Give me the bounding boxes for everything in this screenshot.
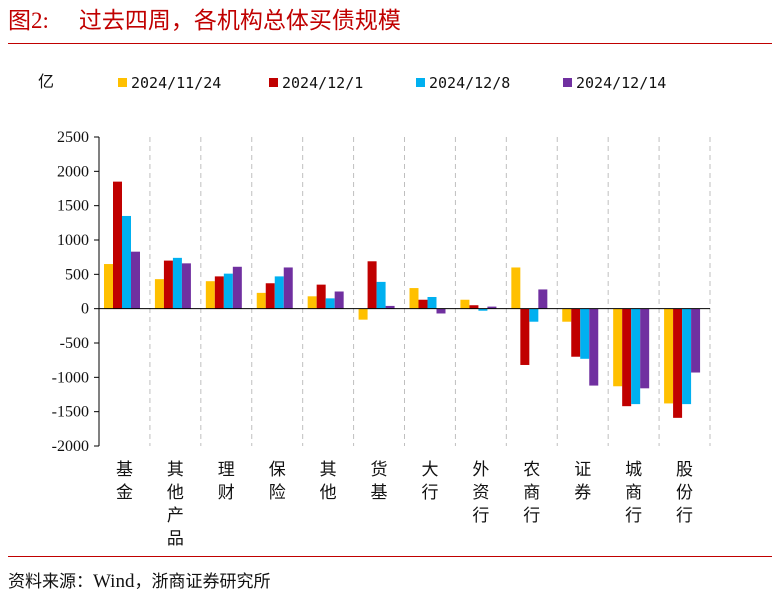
legend-label-2: 2024/12/8 bbox=[429, 74, 510, 92]
source-prefix: 资料来源： bbox=[8, 572, 93, 592]
bar-1-8 bbox=[520, 308, 530, 365]
bar-2-6 bbox=[427, 296, 437, 309]
bar-2-5 bbox=[376, 281, 386, 309]
bar-2-2 bbox=[223, 273, 233, 309]
chart-legend: 2024/11/24 2024/12/1 2024/12/8 2024/12/14 bbox=[118, 74, 666, 92]
x-category-label: 其他产品 bbox=[167, 460, 184, 549]
bar-3-10 bbox=[640, 308, 650, 389]
bar-3-6 bbox=[436, 308, 446, 314]
bar-0-5 bbox=[358, 308, 368, 320]
x-category-label: 外资行 bbox=[472, 460, 489, 526]
bar-3-2 bbox=[232, 266, 242, 309]
bar-series bbox=[99, 181, 710, 418]
bar-3-0 bbox=[131, 251, 140, 309]
source-divider bbox=[8, 556, 772, 557]
legend-swatch-2 bbox=[416, 78, 425, 87]
source-rest: ，浙商证券研究所 bbox=[134, 572, 271, 592]
bar-1-1 bbox=[163, 260, 173, 309]
x-category-label: 大行 bbox=[421, 460, 438, 503]
bar-1-3 bbox=[265, 283, 275, 309]
bar-2-0 bbox=[122, 215, 131, 309]
x-category-label: 其他 bbox=[320, 460, 337, 503]
bar-2-7 bbox=[478, 308, 488, 311]
y-tick-label: -1500 bbox=[52, 404, 89, 421]
y-tick-label: 0 bbox=[81, 301, 89, 318]
bar-2-4 bbox=[325, 298, 335, 309]
bar-1-5 bbox=[367, 261, 377, 309]
bar-1-7 bbox=[469, 305, 479, 309]
bar-2-8 bbox=[529, 308, 539, 322]
y-tick-label: -500 bbox=[60, 335, 89, 352]
x-category-label: 基金 bbox=[116, 460, 133, 503]
bar-0-6 bbox=[409, 288, 419, 309]
bar-3-1 bbox=[181, 263, 191, 309]
figure-title-number: 2: bbox=[31, 8, 49, 33]
x-category-label: 保险 bbox=[269, 460, 286, 503]
y-axis: 2500 2000 1500 1000 500 0 -500 -1000 -1500 -2000 bbox=[52, 129, 100, 455]
figure-title: 图2: 过去四周，各机构总体买债规模 bbox=[8, 4, 401, 38]
bar-3-3 bbox=[283, 267, 293, 309]
y-tick-label: 2500 bbox=[57, 129, 89, 146]
bar-0-0 bbox=[104, 264, 113, 309]
bar-2-1 bbox=[172, 257, 182, 309]
bar-1-0 bbox=[113, 181, 122, 309]
legend-label-3: 2024/12/14 bbox=[576, 74, 666, 92]
bar-3-9 bbox=[589, 308, 599, 386]
bar-chart: 亿 2024/11/24 2024/12/1 2024/12/8 2024/12/14… bbox=[38, 72, 711, 549]
bar-3-4 bbox=[334, 291, 344, 309]
bar-3-8 bbox=[538, 289, 548, 309]
figure-title-prefix: 图 bbox=[8, 8, 31, 34]
x-category-label: 货基 bbox=[371, 460, 388, 503]
bar-0-7 bbox=[460, 299, 470, 309]
legend-swatch-1 bbox=[269, 78, 278, 87]
source-note: 资料来源：Wind，浙商证券研究所 bbox=[8, 567, 270, 593]
bar-3-5 bbox=[385, 305, 395, 309]
y-tick-label: 2000 bbox=[57, 163, 89, 180]
bar-0-8 bbox=[511, 267, 521, 309]
bar-2-3 bbox=[274, 276, 284, 309]
bar-3-7 bbox=[487, 306, 497, 309]
bar-0-4 bbox=[307, 296, 317, 309]
bar-2-10 bbox=[631, 308, 641, 405]
y-tick-label: -1000 bbox=[52, 369, 89, 386]
bar-0-2 bbox=[205, 281, 215, 309]
bar-0-10 bbox=[613, 308, 623, 387]
x-category-label: 城商行 bbox=[625, 460, 642, 526]
bar-2-9 bbox=[580, 308, 590, 359]
bar-0-1 bbox=[154, 279, 164, 309]
category-separators bbox=[149, 137, 711, 446]
bar-1-6 bbox=[418, 299, 428, 309]
y-tick-label: 500 bbox=[65, 266, 89, 283]
y-tick-label: -2000 bbox=[52, 438, 89, 455]
legend-swatch-3 bbox=[563, 78, 572, 87]
y-tick-label: 1500 bbox=[57, 198, 89, 215]
bar-1-2 bbox=[214, 276, 224, 309]
bar-2-11 bbox=[682, 308, 692, 405]
x-category-label: 证券 bbox=[574, 460, 591, 503]
source-wind: Wind bbox=[93, 571, 135, 592]
legend-label-0: 2024/11/24 bbox=[131, 74, 221, 92]
bar-3-11 bbox=[691, 308, 701, 373]
bar-0-3 bbox=[256, 292, 266, 309]
bar-1-4 bbox=[316, 284, 326, 309]
legend-swatch-0 bbox=[118, 78, 127, 87]
bar-1-10 bbox=[622, 308, 632, 407]
x-category-label: 股份行 bbox=[676, 460, 693, 526]
bar-1-9 bbox=[571, 308, 581, 357]
y-tick-label: 1000 bbox=[57, 232, 89, 249]
bar-0-9 bbox=[562, 308, 572, 322]
figure-title-text: 过去四周，各机构总体买债规模 bbox=[78, 8, 401, 34]
x-category-label: 农商行 bbox=[523, 460, 540, 526]
bar-1-11 bbox=[673, 308, 683, 418]
bar-0-11 bbox=[664, 308, 674, 404]
title-divider bbox=[8, 43, 772, 44]
y-axis-unit-label: 亿 bbox=[38, 72, 54, 91]
x-category-label: 理财 bbox=[218, 460, 235, 503]
legend-label-1: 2024/12/1 bbox=[282, 74, 363, 92]
